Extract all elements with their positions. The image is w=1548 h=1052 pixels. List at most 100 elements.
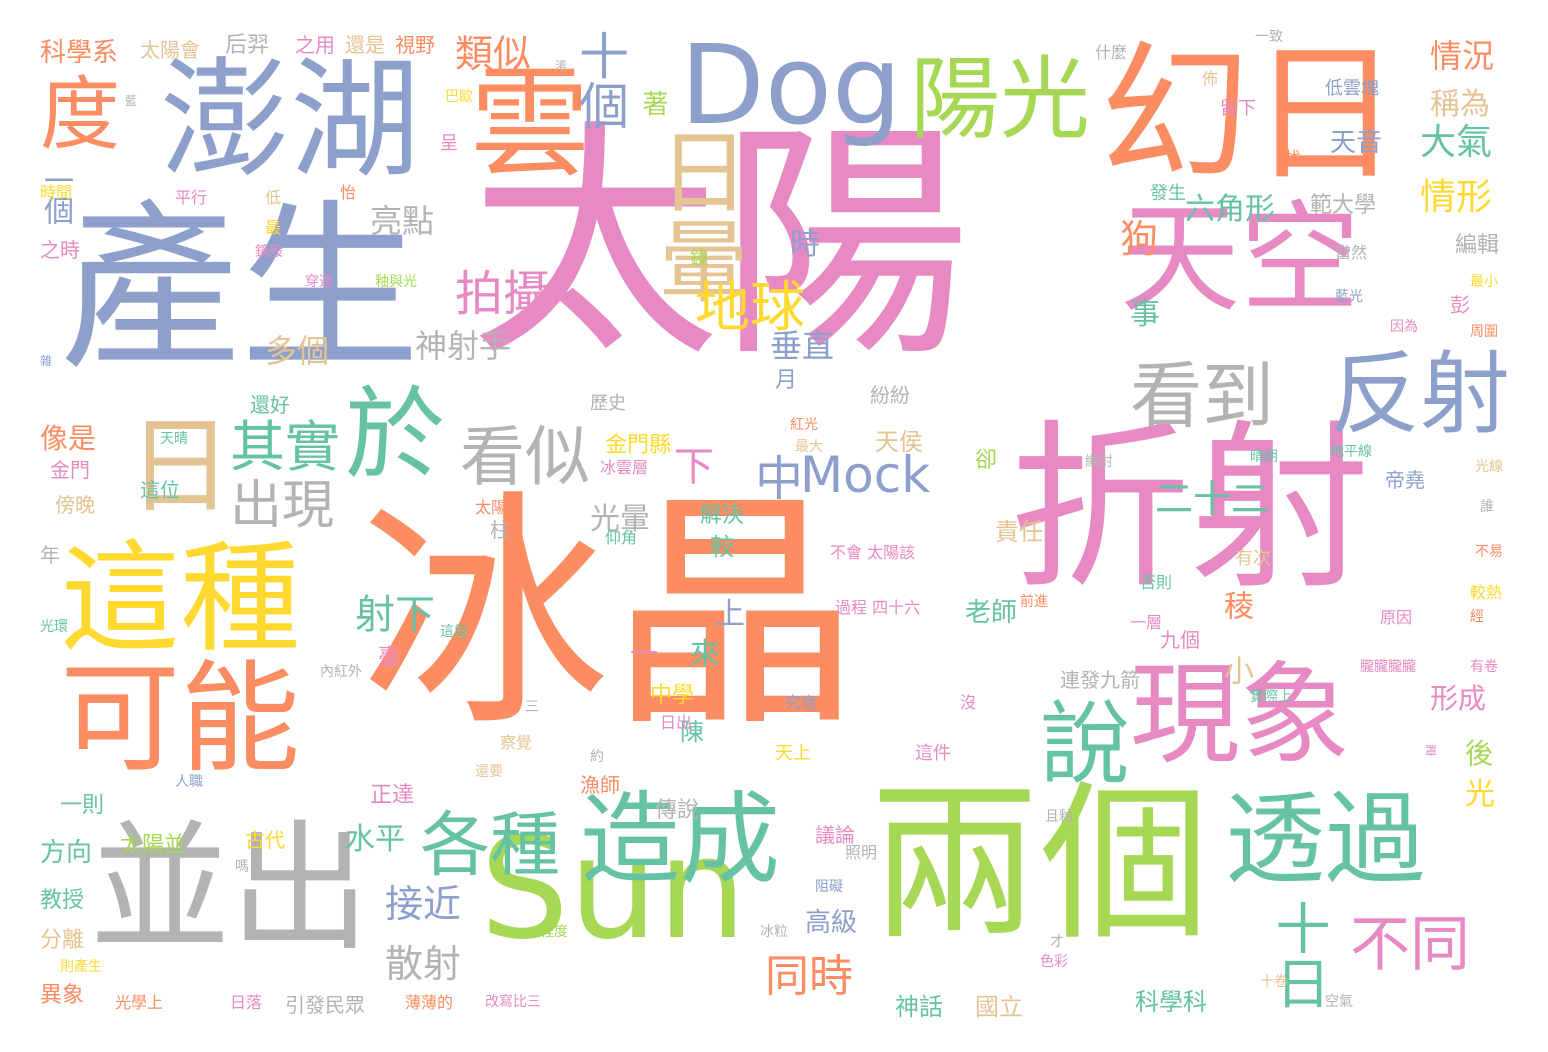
word-cloud-word: 現象 — [1130, 651, 1350, 779]
word-cloud-word: 紛紛 — [870, 383, 910, 407]
word-cloud-word: 罩 — [1425, 744, 1438, 758]
word-cloud-word: 淆 — [555, 59, 568, 73]
word-cloud-word: 日 — [110, 410, 232, 515]
word-cloud-word: 雜 — [40, 354, 53, 368]
word-cloud-word: 藍 — [125, 94, 138, 108]
word-cloud-word: 光學上 — [115, 993, 164, 1012]
word-cloud-word: 情形 — [1420, 177, 1493, 218]
word-cloud-word: 傳說 — [655, 798, 700, 823]
word-cloud-word: 阻礙 — [815, 879, 843, 895]
word-cloud-word: 稱為 — [1430, 87, 1490, 122]
word-cloud-word: 之時 — [40, 238, 80, 262]
word-cloud-word: 連發九箭 — [1060, 668, 1140, 692]
word-cloud-word: 異象 — [40, 983, 85, 1008]
word-cloud-word: 一致 — [1255, 29, 1283, 45]
word-cloud-word: 找 — [1285, 148, 1302, 167]
word-cloud-word: 多個 — [265, 332, 330, 370]
word-cloud-word: 則產生 — [60, 959, 102, 975]
word-cloud-word: 太陽會 — [140, 38, 200, 62]
word-cloud-word: 誰 — [1480, 499, 1494, 515]
word-cloud-word: 日暈 — [643, 125, 748, 305]
word-cloud-word: 來 — [690, 637, 720, 672]
word-cloud-word: 說 — [1040, 692, 1130, 797]
word-cloud-word: 過程 四十六 — [835, 598, 921, 617]
word-cloud-word: 當然 — [1335, 243, 1368, 262]
word-cloud-word: 天空 — [1120, 190, 1360, 329]
word-cloud-word: 程度 — [540, 924, 568, 940]
word-cloud-word: 接近 — [385, 882, 462, 926]
word-cloud-word: 太陽 — [470, 99, 970, 390]
word-cloud-word: 還好 — [250, 393, 290, 417]
word-cloud-word: 其實 — [230, 415, 341, 479]
word-cloud-word: 最小 — [1470, 274, 1498, 290]
word-cloud-word: 色彩 — [1040, 954, 1068, 970]
word-cloud-word: 方向 — [40, 838, 93, 868]
word-cloud-word: 不會 太陽該 — [830, 543, 916, 562]
word-cloud-word: 造成 — [580, 781, 780, 898]
word-cloud-word: 陽光 — [910, 47, 1090, 152]
word-cloud-word: 中學 — [650, 683, 695, 708]
word-cloud-word: 還是 — [345, 33, 385, 57]
word-cloud-word: 六角形 — [1185, 192, 1275, 227]
word-cloud-word: 最大 — [795, 439, 823, 455]
word-cloud-word: 最 — [265, 218, 282, 237]
word-cloud-word: 金門縣 — [605, 433, 672, 458]
word-cloud-word: 幻日 — [1100, 28, 1401, 202]
word-cloud-word: 改寫比三 — [485, 994, 541, 1010]
word-cloud-word: 看到 — [1130, 354, 1275, 438]
word-cloud-word: 太陽系 — [475, 498, 524, 517]
word-cloud-word: 究竟 — [785, 693, 818, 712]
word-cloud-word: 射下 — [355, 592, 435, 638]
word-cloud-word: 散射 — [385, 942, 462, 986]
word-cloud-word: 沒 — [960, 693, 977, 712]
word-cloud-word: 看似 — [460, 420, 591, 495]
word-cloud-word: 出現 — [230, 476, 335, 536]
word-cloud-word: 地平線 — [1330, 444, 1372, 460]
word-cloud-word: 中 — [755, 451, 804, 507]
word-cloud-word: 光暈 — [590, 502, 650, 537]
word-cloud-word: 形成 — [1430, 682, 1487, 715]
word-cloud-word: 這種 — [60, 530, 300, 669]
word-cloud-word: 於 — [345, 376, 445, 493]
word-cloud-word: 臺 — [374, 645, 399, 667]
word-cloud-word: 二十二 — [1155, 477, 1270, 521]
word-cloud-word: 嗎 — [235, 859, 249, 875]
word-cloud-word: Mock — [800, 446, 931, 504]
word-cloud-word: 鏡般 — [255, 244, 283, 260]
word-cloud-word: 光 — [1465, 777, 1495, 812]
word-cloud-word: 兩個 — [870, 766, 1211, 964]
word-cloud-word: 解決 — [700, 503, 745, 528]
word-cloud-word: 各種 — [420, 804, 560, 886]
word-cloud-word: 並出 — [90, 808, 371, 971]
word-cloud-word: 國立 — [975, 993, 1023, 1021]
word-cloud-word: 高級 — [805, 908, 858, 938]
word-cloud-word: 日落 — [230, 993, 263, 1012]
word-cloud-word: 太陽並 — [120, 833, 187, 858]
word-cloud-word: 不易 — [1475, 544, 1503, 560]
word-cloud-word: 實際上 — [1250, 689, 1292, 705]
word-cloud-word: 教授 — [40, 888, 85, 913]
word-cloud-word: 一 — [630, 637, 659, 670]
word-cloud-word: 澎湖 — [160, 44, 421, 196]
word-cloud-word: 雲 — [470, 55, 590, 194]
word-cloud-word: 歷史 — [590, 393, 626, 414]
word-cloud-word: 神話 — [895, 993, 943, 1021]
word-cloud-word: 穿透 — [305, 274, 333, 290]
word-cloud-word: 還要 — [475, 764, 503, 780]
word-cloud-word: 藍光 — [1335, 289, 1363, 305]
word-cloud-word: 前進 — [1020, 594, 1048, 610]
word-cloud-word: 天上 — [775, 743, 811, 764]
word-cloud-word: 年 — [40, 543, 60, 567]
word-cloud-word: 巴歐 — [445, 89, 473, 105]
word-cloud-word: 九個 — [1160, 628, 1200, 652]
word-cloud-word: 像是 — [40, 422, 97, 455]
word-cloud-word: 原因 — [1380, 608, 1413, 627]
word-cloud-word: 引發民眾 — [285, 993, 365, 1017]
word-cloud-word: 約 — [590, 749, 604, 765]
word-cloud-word: 一個 — [38, 165, 73, 225]
word-cloud-word: 彭 — [1450, 293, 1470, 317]
word-cloud-word: 正達 — [370, 783, 415, 808]
word-cloud-word: 帝堯 — [1385, 468, 1425, 492]
word-cloud-word: 金門 — [50, 458, 90, 482]
word-cloud-word: 天侯 — [875, 428, 923, 456]
